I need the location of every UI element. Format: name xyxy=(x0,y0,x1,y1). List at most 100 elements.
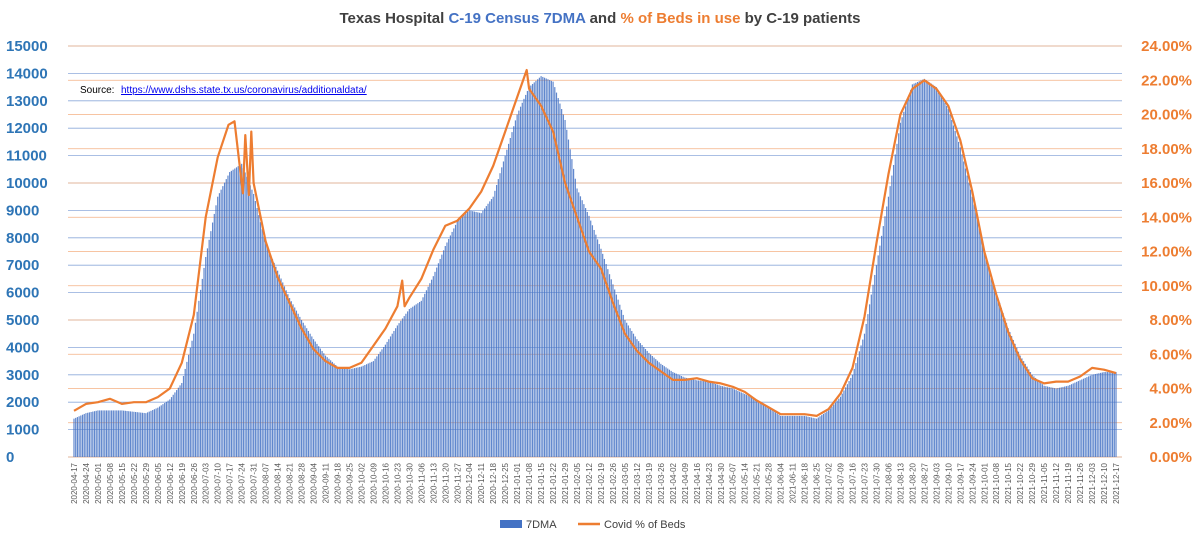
bar-7dma xyxy=(299,316,301,457)
bar-7dma xyxy=(815,418,818,457)
right-tick-label: 16.00% xyxy=(1141,175,1192,192)
x-tick-label: 2021-07-02 xyxy=(825,462,834,503)
bar-7dma xyxy=(258,215,260,457)
bar-7dma xyxy=(477,212,479,457)
x-tick-label: 2020-05-15 xyxy=(118,462,127,503)
bar-7dma xyxy=(509,137,511,457)
bar-7dma xyxy=(1019,355,1021,457)
source-link[interactable]: https://www.dshs.state.tx.us/coronavirus… xyxy=(121,85,367,96)
bar-7dma xyxy=(400,320,402,457)
bar-7dma xyxy=(376,356,378,457)
bar-7dma xyxy=(253,193,255,457)
bar-7dma xyxy=(636,339,638,457)
bar-7dma xyxy=(949,114,951,457)
bar-7dma xyxy=(798,415,801,457)
bar-7dma xyxy=(567,139,570,457)
bar-7dma xyxy=(781,415,783,457)
bar-7dma xyxy=(104,410,106,457)
bar-7dma xyxy=(105,410,108,457)
bar-7dma xyxy=(302,322,304,457)
bar-7dma xyxy=(612,284,614,457)
bar-7dma xyxy=(179,385,181,457)
bar-7dma xyxy=(521,102,523,457)
x-tick-label: 2020-09-25 xyxy=(345,462,354,503)
bar-7dma xyxy=(562,114,564,457)
legend: 7DMA Covid % of Beds xyxy=(500,519,686,531)
bar-7dma xyxy=(401,318,404,457)
right-tick-label: 10.00% xyxy=(1141,278,1192,295)
bar-7dma xyxy=(783,415,785,457)
bar-7dma xyxy=(129,411,132,457)
right-tick-label: 4.00% xyxy=(1149,381,1192,398)
bar-7dma xyxy=(655,359,657,457)
bar-7dma xyxy=(215,205,217,457)
bar-7dma xyxy=(728,387,730,457)
bar-7dma xyxy=(507,143,510,457)
bar-7dma xyxy=(1105,372,1107,457)
bar-7dma xyxy=(550,80,552,457)
bar-7dma xyxy=(217,196,219,457)
bar-7dma xyxy=(756,399,758,457)
x-tick-label: 2021-09-03 xyxy=(932,462,941,503)
x-tick-label: 2021-08-06 xyxy=(884,462,893,503)
bar-7dma xyxy=(1014,343,1016,457)
bar-7dma xyxy=(73,418,75,457)
bar-7dma xyxy=(196,311,198,457)
bar-7dma xyxy=(312,339,315,457)
bar-7dma xyxy=(259,222,262,457)
x-tick-label: 2021-10-22 xyxy=(1016,462,1025,503)
bar-7dma xyxy=(210,231,212,457)
x-tick-label: 2021-06-04 xyxy=(777,462,786,503)
bar-7dma xyxy=(316,343,318,457)
bar-7dma xyxy=(270,255,272,457)
bar-7dma xyxy=(716,384,718,457)
bar-7dma xyxy=(306,328,308,457)
bar-7dma xyxy=(422,297,424,457)
title-part-2: C-19 Census 7DMA xyxy=(448,10,586,27)
bar-7dma xyxy=(191,340,193,457)
bar-7dma xyxy=(978,228,980,457)
bar-7dma xyxy=(578,192,580,457)
bar-7dma xyxy=(1058,387,1061,457)
x-tick-label: 2020-07-24 xyxy=(238,462,247,503)
bar-7dma xyxy=(395,328,397,457)
bar-7dma xyxy=(333,363,335,457)
bar-7dma xyxy=(892,164,895,457)
right-tick-label: 22.00% xyxy=(1141,72,1192,89)
bar-7dma xyxy=(266,247,268,457)
x-tick-label: 2020-06-12 xyxy=(166,462,175,503)
bar-7dma xyxy=(863,333,866,457)
bar-7dma xyxy=(975,212,977,457)
bar-7dma xyxy=(169,399,171,457)
bar-7dma xyxy=(881,235,883,457)
bar-7dma xyxy=(300,320,303,457)
x-tick-label: 2021-12-03 xyxy=(1088,462,1097,503)
bar-7dma xyxy=(458,219,460,457)
x-tick-label: 2021-04-30 xyxy=(717,462,726,503)
bar-7dma xyxy=(1067,385,1069,457)
bar-7dma xyxy=(757,400,760,457)
bar-7dma xyxy=(242,168,244,457)
bar-7dma xyxy=(109,410,111,457)
bar-7dma xyxy=(624,320,626,457)
bar-7dma xyxy=(396,325,398,457)
bar-7dma xyxy=(537,79,539,458)
x-tick-label: 2021-10-08 xyxy=(992,462,1001,503)
bar-7dma xyxy=(365,364,368,457)
bar-7dma xyxy=(576,188,578,458)
bar-7dma xyxy=(786,415,789,457)
bar-7dma xyxy=(530,85,532,457)
bar-7dma xyxy=(857,357,859,457)
bar-7dma xyxy=(205,256,207,457)
title-part-3: and xyxy=(585,10,620,27)
bar-7dma xyxy=(685,377,688,457)
left-tick-label: 4000 xyxy=(6,339,39,356)
bar-7dma xyxy=(819,416,821,457)
x-tick-label: 2020-12-11 xyxy=(477,462,486,503)
bar-7dma xyxy=(463,215,465,457)
bar-7dma xyxy=(1111,372,1114,457)
bar-7dma xyxy=(1096,373,1098,457)
bar-7dma xyxy=(1050,387,1052,457)
x-tick-label: 2021-05-28 xyxy=(765,462,774,503)
bar-7dma xyxy=(740,392,742,457)
